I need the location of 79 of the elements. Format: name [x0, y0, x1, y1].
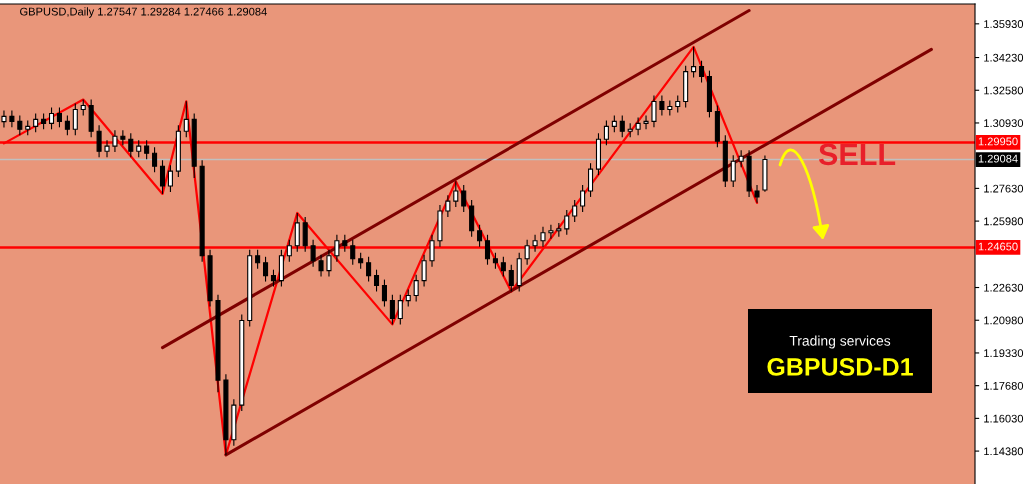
candlestick	[104, 139, 110, 158]
y-tick-label: 1.17680	[984, 381, 1024, 390]
candlestick	[564, 209, 570, 236]
candlestick	[524, 239, 530, 266]
candlestick	[500, 256, 506, 278]
candlestick	[659, 95, 665, 116]
candlestick	[651, 95, 657, 128]
candlestick	[548, 224, 554, 240]
candlestick	[366, 256, 372, 283]
candlestick	[461, 184, 467, 213]
candlestick	[453, 180, 459, 208]
y-tick-label: 1.14380	[984, 447, 1024, 456]
candlestick	[9, 109, 15, 128]
candlestick	[389, 294, 395, 325]
candlestick	[310, 239, 316, 268]
candlestick	[754, 184, 760, 204]
y-tick-label: 1.27630	[984, 184, 1024, 193]
candlestick	[33, 112, 39, 133]
annotation: Trading services	[789, 335, 891, 349]
candlestick	[484, 234, 491, 266]
candlestick	[72, 102, 78, 136]
y-tick-label: 1.16030	[984, 414, 1024, 423]
candlestick	[429, 234, 435, 268]
ref-line-label: 1.24650	[978, 242, 1018, 251]
candlestick	[64, 114, 70, 136]
candlestick	[318, 254, 324, 278]
y-tick-label: 1.20980	[984, 316, 1024, 325]
candlestick	[302, 216, 308, 253]
candlestick	[152, 146, 158, 173]
candlestick	[421, 254, 427, 288]
y-tick-label: 1.32580	[984, 86, 1024, 95]
candlestick	[144, 139, 150, 160]
candlestick	[572, 199, 578, 223]
candlestick	[588, 162, 594, 198]
candlestick	[326, 249, 332, 278]
candlestick	[643, 114, 649, 130]
candlestick	[294, 212, 300, 253]
annotation: GBPUSD-D1	[767, 358, 913, 376]
y-tick-label: 1.22630	[984, 283, 1024, 292]
candlestick	[381, 279, 387, 308]
candlestick	[183, 100, 189, 138]
candlestick	[48, 106, 55, 130]
candlestick	[373, 269, 380, 293]
candlestick	[540, 226, 546, 248]
candlestick	[96, 124, 102, 158]
candlestick	[17, 114, 23, 136]
y-tick-label: 1.34230	[984, 53, 1024, 62]
candlestick	[477, 224, 483, 248]
candlestick	[508, 264, 514, 293]
candlestick	[580, 184, 586, 213]
candlestick	[128, 132, 134, 158]
candlestick	[120, 129, 126, 146]
candlestick	[635, 116, 641, 136]
y-tick-label: 1.35930	[984, 20, 1024, 28]
ref-line-label: 1.29084	[978, 154, 1018, 163]
candlestick	[167, 164, 173, 193]
y-tick-label: 1.30930	[984, 119, 1024, 128]
y-tick-label: 1.19330	[984, 349, 1024, 358]
candlestick	[619, 114, 625, 138]
candlestick	[159, 159, 166, 195]
y-tick-label: 1.25980	[984, 217, 1024, 226]
candlestick	[532, 234, 538, 253]
candlestick	[350, 239, 356, 266]
candlestick	[112, 129, 118, 153]
ref-line-label: 1.29950	[978, 137, 1018, 146]
candlestick	[263, 256, 269, 283]
chart-title: GBPUSD,Daily 1.27547 1.29284 1.27466 1.29084	[20, 7, 267, 18]
candlestick	[397, 294, 403, 325]
candlestick	[56, 106, 62, 128]
candlestick	[445, 194, 451, 218]
candlestick	[255, 249, 261, 270]
candlestick	[1, 109, 7, 129]
candlestick	[698, 60, 705, 84]
candlestick	[603, 119, 609, 146]
candlestick	[691, 46, 697, 79]
candlestick	[334, 234, 340, 263]
candlestick	[286, 239, 292, 263]
candlestick	[413, 274, 419, 302]
candlestick	[730, 154, 736, 188]
